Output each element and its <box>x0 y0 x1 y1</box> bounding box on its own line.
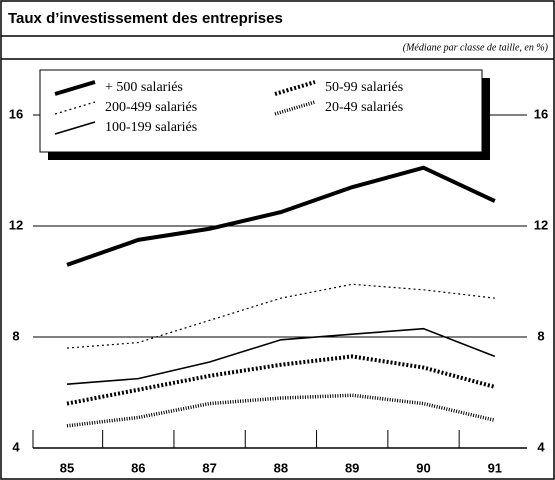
legend-label: 50-99 salariés <box>325 80 403 95</box>
chart-title: Taux d’investissement des entreprises <box>8 10 283 27</box>
x-tick-label: 91 <box>488 460 502 475</box>
x-tick-label: 90 <box>416 460 430 475</box>
legend-label: 20-49 salariés <box>325 100 403 115</box>
x-tick-label: 87 <box>202 460 216 475</box>
x-tick-label: 86 <box>131 460 145 475</box>
legend-swatch <box>54 121 96 135</box>
series-line <box>66 327 496 385</box>
y-tick-label: 8 <box>12 328 19 343</box>
series-line <box>66 165 496 267</box>
y-tick-label-right: 16 <box>534 106 548 121</box>
legend-label: 200-499 salariés <box>105 100 197 115</box>
y-tick-label-right: 12 <box>534 217 548 232</box>
y-tick-label: 12 <box>9 217 23 232</box>
legend-swatch <box>274 80 316 96</box>
x-tick-label: 85 <box>60 460 74 475</box>
series-line <box>66 354 496 406</box>
y-tick-label-right: 8 <box>537 328 544 343</box>
y-tick-label-right: 4 <box>537 439 545 454</box>
x-tick-label: 88 <box>274 460 288 475</box>
series-line <box>66 283 495 349</box>
y-tick-label: 4 <box>12 439 20 454</box>
legend-swatch <box>54 80 96 96</box>
legend-label: + 500 salariés <box>105 80 183 95</box>
legend-swatch <box>54 101 96 115</box>
legend-swatch <box>274 100 316 116</box>
chart-subtitle: (Médiane par classe de taille, en %) <box>403 42 549 53</box>
legend-label: 100-199 salariés <box>105 120 197 135</box>
series-line <box>66 393 496 428</box>
x-tick-label: 89 <box>345 460 359 475</box>
legend-items: + 500 salariés 200-499 salariés 100-199 sa… <box>54 80 403 135</box>
legend <box>39 69 483 153</box>
y-tick-label: 16 <box>9 106 23 121</box>
